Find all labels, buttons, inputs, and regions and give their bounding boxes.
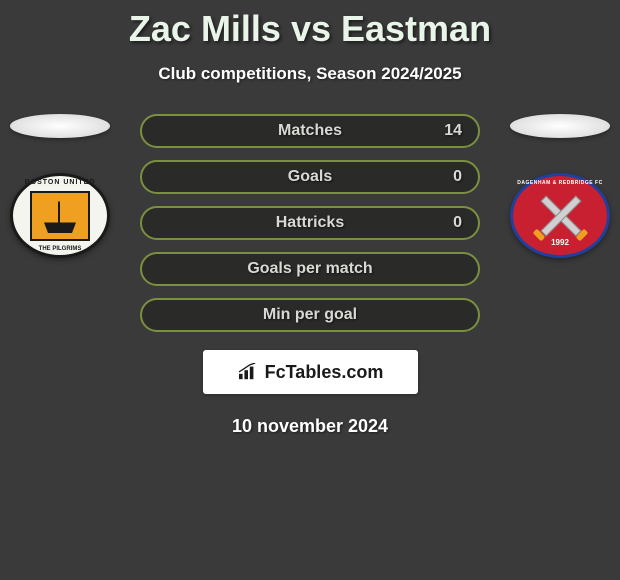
- page-title: Zac Mills vs Eastman: [0, 0, 620, 50]
- left-player-column: BOSTON UNITED THE PILGRIMS: [0, 114, 120, 258]
- dagenham-ring-text: DAGENHAM & REDBRIDGE FC: [513, 180, 607, 186]
- stat-row-min-per-goal: Min per goal: [140, 298, 480, 332]
- left-club-logo: BOSTON UNITED THE PILGRIMS: [10, 173, 110, 258]
- ship-icon: [40, 198, 80, 233]
- stat-label: Matches: [278, 122, 342, 140]
- stat-label: Min per goal: [263, 306, 357, 324]
- fctables-attribution[interactable]: FcTables.com: [203, 350, 418, 394]
- stat-row-goals: Goals 0: [140, 160, 480, 194]
- stat-row-goals-per-match: Goals per match: [140, 252, 480, 286]
- dagenham-cross: [533, 188, 588, 243]
- stat-label: Goals: [288, 168, 332, 186]
- boston-top-text: BOSTON UNITED: [25, 179, 96, 186]
- dagenham-year: 1992: [513, 238, 607, 247]
- player-placeholder-left: [10, 114, 110, 138]
- fctables-label: FcTables.com: [265, 362, 384, 383]
- stat-row-hattricks: Hattricks 0: [140, 206, 480, 240]
- subtitle: Club competitions, Season 2024/2025: [0, 64, 620, 84]
- stat-right-value: 0: [453, 168, 462, 186]
- stats-list: Matches 14 Goals 0 Hattricks 0 Goals per…: [140, 114, 480, 332]
- stat-right-value: 0: [453, 214, 462, 232]
- boston-bottom-text: THE PILGRIMS: [39, 246, 82, 252]
- date-text: 10 november 2024: [0, 416, 620, 437]
- stat-label: Goals per match: [247, 260, 372, 278]
- chart-icon: [237, 363, 259, 381]
- right-player-column: DAGENHAM & REDBRIDGE FC 1992: [500, 114, 620, 258]
- stat-label: Hattricks: [276, 214, 344, 232]
- comparison-content: BOSTON UNITED THE PILGRIMS DAGENHAM & RE…: [0, 114, 620, 437]
- boston-shield: [30, 191, 90, 241]
- right-club-logo: DAGENHAM & REDBRIDGE FC 1992: [510, 173, 610, 258]
- stat-row-matches: Matches 14: [140, 114, 480, 148]
- player-placeholder-right: [510, 114, 610, 138]
- stat-right-value: 14: [444, 122, 462, 140]
